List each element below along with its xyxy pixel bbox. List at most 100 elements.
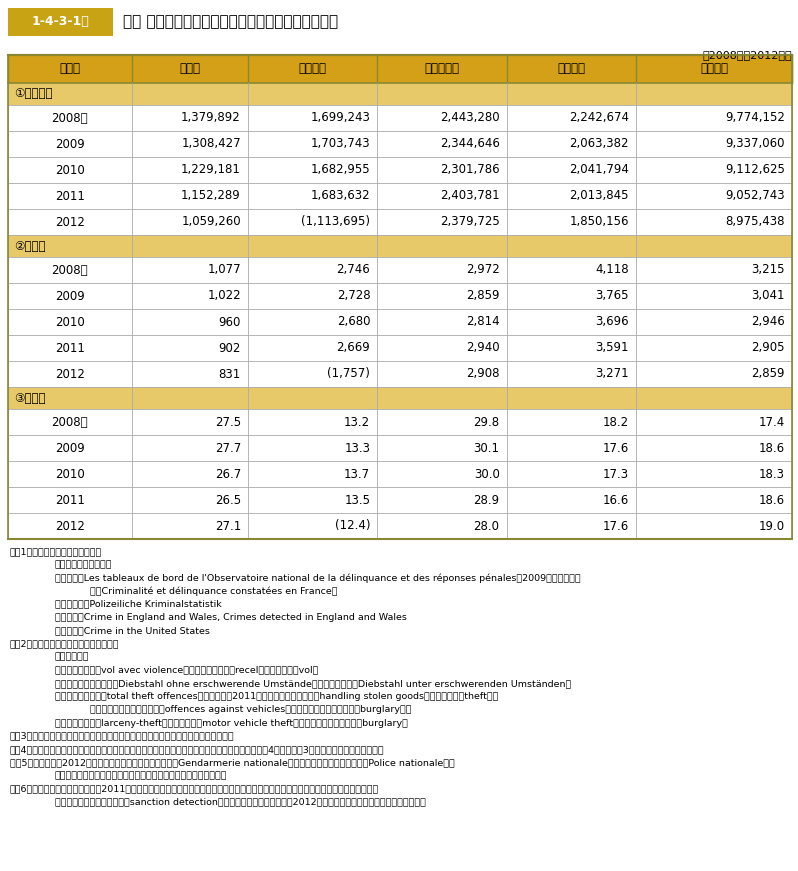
Text: 2,746: 2,746 — [337, 264, 370, 276]
Text: 2009: 2009 — [55, 289, 85, 302]
Text: ド　イ　ツ　Polizeiliche Kriminalstatistik: ド イ ツ Polizeiliche Kriminalstatistik — [55, 600, 222, 609]
Bar — [8, 487, 792, 513]
Text: 8,975,438: 8,975,438 — [725, 215, 785, 228]
Bar — [8, 309, 792, 335]
Text: 窃盗 各国における認知件数・発生率・検挙率の推移: 窃盗 各国における認知件数・発生率・検挙率の推移 — [123, 15, 338, 30]
Bar — [8, 257, 792, 283]
Text: 9,774,152: 9,774,152 — [725, 111, 785, 125]
Text: 英　　国　全窃盗（total theft offences）（ただし，2011年までは，盗品隠匿等（handling stolen goods）を除く窃盗（th: 英 国 全窃盗（total theft offences）（ただし，2011年ま… — [55, 692, 499, 701]
Text: 乗り物盗及び車上ねらい等（offences against vehicles）並びに不法行為目的侵入（burglary））: 乗り物盗及び車上ねらい等（offences against vehicles）並… — [90, 706, 412, 714]
Text: 米　　国　窃盗（larceny-theft），自動車盗（motor vehicle theft）及び不法行為目的侵入（burglary）: 米 国 窃盗（larceny-theft），自動車盗（motor vehicle… — [55, 719, 408, 727]
Text: 1,077: 1,077 — [207, 264, 241, 276]
Text: 2,940: 2,940 — [466, 341, 500, 354]
Text: 2010: 2010 — [55, 164, 85, 177]
Text: 2,908: 2,908 — [466, 368, 500, 381]
Text: 13.3: 13.3 — [344, 442, 370, 455]
Bar — [8, 435, 792, 461]
Text: 2009: 2009 — [55, 442, 85, 455]
Text: 1,152,289: 1,152,289 — [181, 190, 241, 202]
Text: 注　1　次の各国の統計書による。: 注 1 次の各国の統計書による。 — [10, 547, 102, 556]
Text: 13.5: 13.5 — [344, 494, 370, 507]
Text: 米　　国: 米 国 — [700, 63, 728, 76]
Text: 2,013,845: 2,013,845 — [570, 190, 629, 202]
Text: 2,814: 2,814 — [466, 315, 500, 328]
Text: 2012: 2012 — [55, 215, 85, 228]
Text: 27.5: 27.5 — [215, 415, 241, 429]
Text: 1,682,955: 1,682,955 — [310, 164, 370, 177]
Text: 9,052,743: 9,052,743 — [725, 190, 785, 202]
Text: 902: 902 — [219, 341, 241, 354]
Text: ド　イ　ツ: ド イ ツ — [425, 63, 460, 76]
Text: 30.1: 30.1 — [474, 442, 500, 455]
Text: 日　本: 日 本 — [180, 63, 200, 76]
Text: 2　「窃盗」は，次のとおりである。: 2 「窃盗」は，次のとおりである。 — [10, 639, 120, 648]
Bar — [8, 361, 792, 387]
Text: 区　分: 区 分 — [59, 63, 81, 76]
Text: 1,850,156: 1,850,156 — [570, 215, 629, 228]
Text: 18.3: 18.3 — [759, 468, 785, 481]
Bar — [8, 55, 792, 539]
Text: 2,946: 2,946 — [751, 315, 785, 328]
Text: 数値のみが計上されているため，参考値として括弧書きしている。: 数値のみが計上されているため，参考値として括弧書きしている。 — [55, 772, 227, 780]
Text: 1,308,427: 1,308,427 — [181, 138, 241, 151]
Bar — [8, 105, 792, 131]
Text: 2,728: 2,728 — [337, 289, 370, 302]
Text: 2008年: 2008年 — [52, 415, 89, 429]
Text: 2,379,725: 2,379,725 — [440, 215, 500, 228]
Text: 2,669: 2,669 — [337, 341, 370, 354]
Text: 9,337,060: 9,337,060 — [725, 138, 785, 151]
Text: 2008年: 2008年 — [52, 264, 89, 276]
Text: 2,041,794: 2,041,794 — [569, 164, 629, 177]
Text: 17.6: 17.6 — [602, 519, 629, 532]
Text: 3,271: 3,271 — [595, 368, 629, 381]
Bar — [8, 235, 792, 257]
Bar — [8, 387, 792, 409]
Text: ②発生率: ②発生率 — [14, 240, 45, 253]
Bar — [8, 131, 792, 157]
Text: 13.2: 13.2 — [344, 415, 370, 429]
Text: 4,118: 4,118 — [595, 264, 629, 276]
Bar — [8, 461, 792, 487]
Text: 4　認知件数等算出の基礎となる期間は，英国を除き，全て暦年である。英国では，会計年度（4月から翌年3月まで）を単位としている。: 4 認知件数等算出の基礎となる期間は，英国を除き，全て暦年である。英国では，会計… — [10, 745, 385, 754]
Text: 30.0: 30.0 — [474, 468, 500, 481]
Bar — [8, 157, 792, 183]
Text: フランス: フランス — [298, 63, 326, 76]
Text: 2011: 2011 — [55, 494, 85, 507]
Text: 1,022: 1,022 — [207, 289, 241, 302]
Text: 3,765: 3,765 — [595, 289, 629, 302]
Text: 2012: 2012 — [55, 519, 85, 532]
Text: 29.8: 29.8 — [473, 415, 500, 429]
Text: 960: 960 — [219, 315, 241, 328]
Text: 1,059,260: 1,059,260 — [181, 215, 241, 228]
Bar — [8, 513, 792, 539]
Text: 2010: 2010 — [55, 468, 85, 481]
Bar — [8, 409, 792, 435]
Text: (1,757): (1,757) — [327, 368, 370, 381]
Text: 26.5: 26.5 — [215, 494, 241, 507]
Text: 3,591: 3,591 — [595, 341, 629, 354]
Text: 28.0: 28.0 — [474, 519, 500, 532]
Text: 17.4: 17.4 — [759, 415, 785, 429]
Text: 17.3: 17.3 — [602, 468, 629, 481]
Text: 18.6: 18.6 — [759, 442, 785, 455]
Text: 19.0: 19.0 — [759, 519, 785, 532]
Text: 英　　国　Crime in England and Wales, Crimes detected in England and Wales: 英 国 Crime in England and Wales, Crimes d… — [55, 613, 407, 622]
Bar — [8, 55, 792, 83]
Text: 2,905: 2,905 — [752, 341, 785, 354]
Text: 2,859: 2,859 — [752, 368, 785, 381]
Text: 米　　国　Crime in the United States: 米 国 Crime in the United States — [55, 626, 210, 635]
Text: 26.7: 26.7 — [215, 468, 241, 481]
Bar — [8, 8, 113, 36]
Text: 6　英国の検挙率については，2011年までは，把握できた「警察において終局処分を受けたか又は起訴等刑事裁判手続による処理が決: 6 英国の検挙率については，2011年までは，把握できた「警察において終局処分を… — [10, 785, 379, 793]
Text: 2008年: 2008年 — [52, 111, 89, 125]
Text: 2,301,786: 2,301,786 — [440, 164, 500, 177]
Text: 13.7: 13.7 — [344, 468, 370, 481]
Text: 18.6: 18.6 — [759, 494, 785, 507]
Text: 2010: 2010 — [55, 315, 85, 328]
Text: 831: 831 — [219, 368, 241, 381]
Text: 18.2: 18.2 — [602, 415, 629, 429]
Text: 1,703,743: 1,703,743 — [310, 138, 370, 151]
Text: 2012: 2012 — [55, 368, 85, 381]
Text: 1,229,181: 1,229,181 — [181, 164, 241, 177]
Text: 2,859: 2,859 — [466, 289, 500, 302]
